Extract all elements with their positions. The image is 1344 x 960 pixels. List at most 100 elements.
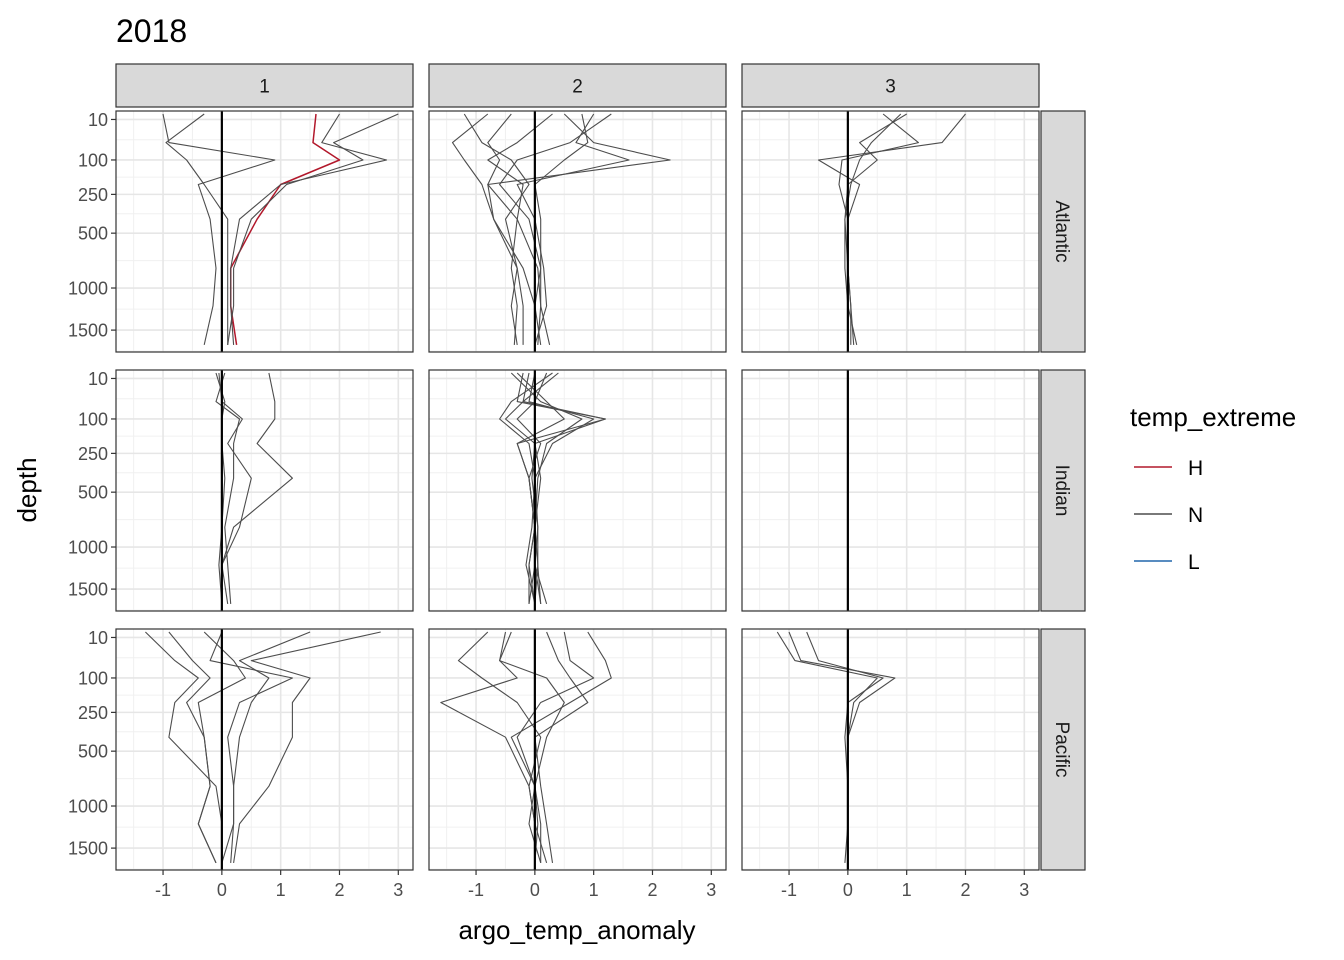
panel-atlantic-2 bbox=[428, 110, 727, 353]
col-strip-3 bbox=[741, 63, 1040, 108]
panel-border bbox=[741, 628, 1040, 871]
x-axis-title: argo_temp_anomaly bbox=[458, 915, 695, 945]
panel-border bbox=[115, 110, 414, 353]
row-strip-indian bbox=[1040, 369, 1086, 612]
col-strip-2 bbox=[428, 63, 727, 108]
profile-line-n bbox=[209, 631, 293, 863]
panel-background bbox=[429, 111, 726, 352]
profile-line-n bbox=[510, 631, 612, 864]
legend-label-l: L bbox=[1188, 551, 1200, 574]
x-tick-label: 1 bbox=[589, 880, 599, 900]
y-tick-label: 1500 bbox=[68, 839, 108, 859]
x-tick-label: 3 bbox=[393, 880, 403, 900]
row-strip-label: Atlantic bbox=[1051, 200, 1072, 262]
y-axis-title: depth bbox=[12, 457, 42, 522]
y-tick-label: 100 bbox=[78, 150, 108, 170]
panel-indian-3 bbox=[741, 369, 1040, 612]
profile-line-n bbox=[165, 113, 229, 345]
y-tick-label: 500 bbox=[78, 224, 108, 244]
x-tick-label: 0 bbox=[530, 880, 540, 900]
y-tick-label: 250 bbox=[78, 444, 108, 464]
y-tick-label: 1000 bbox=[68, 279, 108, 299]
profile-line-n bbox=[487, 113, 671, 345]
y-tick-label: 1500 bbox=[68, 321, 108, 341]
y-tick-label: 100 bbox=[78, 409, 108, 429]
profile-line-n bbox=[215, 372, 241, 604]
profile-line-n bbox=[197, 631, 246, 864]
panel-pacific-3 bbox=[741, 628, 1040, 871]
y-tick-label: 10 bbox=[88, 110, 108, 130]
panel-background bbox=[116, 629, 413, 870]
y-tick-label: 100 bbox=[78, 668, 108, 688]
panel-series bbox=[162, 113, 399, 346]
panel-atlantic-3 bbox=[741, 110, 1040, 353]
x-tick-label: -1 bbox=[155, 880, 171, 900]
y-tick-label: 1000 bbox=[68, 797, 108, 817]
row-strip-pacific bbox=[1040, 628, 1086, 871]
panel-series bbox=[145, 631, 381, 864]
profile-line-n bbox=[487, 113, 553, 345]
panel-background bbox=[116, 111, 413, 352]
col-strip-label: 3 bbox=[885, 77, 896, 98]
panel-border bbox=[115, 628, 414, 871]
y-tick-label: 10 bbox=[88, 628, 108, 648]
x-tick-label: -1 bbox=[781, 880, 797, 900]
y-axis: 10 100 250 500 1000 1500 10 100 250 500 1000 1500 10… bbox=[68, 110, 116, 859]
panel-background bbox=[742, 111, 1039, 352]
panel-background bbox=[116, 370, 413, 611]
panel-border bbox=[428, 369, 727, 612]
panel-pacific-1 bbox=[115, 628, 414, 871]
profile-line-n bbox=[516, 113, 630, 346]
profile-line-n bbox=[221, 372, 293, 604]
panel-pacific-2 bbox=[428, 628, 727, 871]
row-strip-label: Indian bbox=[1051, 465, 1072, 517]
chart-title: 2018 bbox=[116, 13, 187, 49]
profile-line-n bbox=[218, 372, 252, 604]
panel-border bbox=[741, 110, 1040, 353]
panel-indian-1 bbox=[115, 369, 414, 612]
x-tick-label: 3 bbox=[1019, 880, 1029, 900]
y-tick-label: 1000 bbox=[68, 538, 108, 558]
panel-background bbox=[742, 370, 1039, 611]
x-axis: -1 0 1 2 3 -1 0 1 2 3 -1 0 1 2 3 bbox=[155, 870, 1029, 900]
y-tick-label: 250 bbox=[78, 185, 108, 205]
y-tick-label: 250 bbox=[78, 703, 108, 723]
x-tick-label: 0 bbox=[217, 880, 227, 900]
row-strip-atlantic bbox=[1040, 110, 1086, 353]
panel-background bbox=[429, 370, 726, 611]
profile-line-n bbox=[230, 113, 388, 345]
profile-line-n bbox=[233, 631, 381, 863]
profile-line-n bbox=[463, 113, 530, 345]
profile-line-n bbox=[844, 113, 907, 345]
profile-line-n bbox=[162, 113, 276, 346]
x-tick-label: -1 bbox=[468, 880, 484, 900]
profile-line-n bbox=[487, 113, 518, 345]
row-strip-label: Pacific bbox=[1051, 722, 1072, 778]
profile-line-n bbox=[522, 372, 606, 604]
panel-border bbox=[741, 369, 1040, 612]
legend-label-h: H bbox=[1188, 457, 1203, 480]
legend-title: temp_extreme bbox=[1130, 402, 1296, 432]
panel-border bbox=[115, 369, 414, 612]
col-strip-label: 1 bbox=[259, 77, 270, 98]
x-tick-label: 1 bbox=[276, 880, 286, 900]
panel-atlantic-1 bbox=[115, 110, 414, 353]
legend: temp_extreme H N L bbox=[1130, 402, 1296, 574]
x-tick-label: 2 bbox=[960, 880, 970, 900]
profile-line-n bbox=[227, 113, 399, 345]
profile-line-n bbox=[499, 631, 565, 863]
profile-line-n bbox=[534, 631, 589, 863]
panel-indian-2 bbox=[428, 369, 727, 612]
y-tick-label: 500 bbox=[78, 742, 108, 762]
facet-panels: 1 2 3 Atlantic Indian Pacific bbox=[115, 63, 1086, 871]
y-tick-label: 1500 bbox=[68, 580, 108, 600]
x-tick-label: 3 bbox=[706, 880, 716, 900]
panel-series bbox=[451, 113, 671, 346]
x-tick-label: 1 bbox=[902, 880, 912, 900]
profile-line-n bbox=[516, 631, 595, 863]
profile-line-n bbox=[451, 113, 518, 345]
col-strip-label: 2 bbox=[572, 77, 583, 98]
x-tick-label: 0 bbox=[843, 880, 853, 900]
panel-background bbox=[742, 629, 1039, 870]
